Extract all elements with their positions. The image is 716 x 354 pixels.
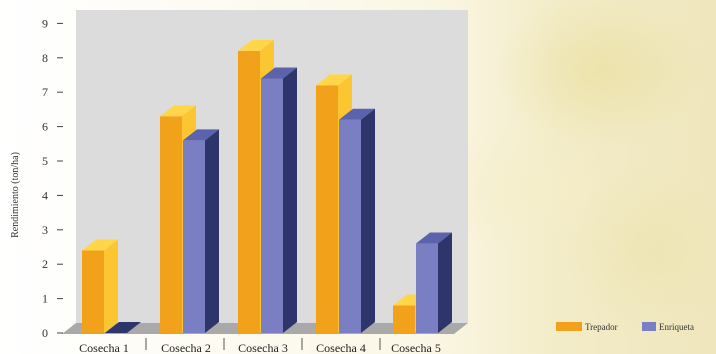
legend-swatch bbox=[556, 322, 582, 331]
legend-item-enriqueta: Enriqueta bbox=[642, 322, 694, 332]
x-tick-label: Cosecha 5 bbox=[391, 341, 441, 354]
legend: Trepador Enriqueta bbox=[556, 322, 694, 332]
y-tick-label: 4 bbox=[42, 188, 48, 202]
bar-enriqueta-2 bbox=[183, 129, 219, 333]
bar-front bbox=[261, 78, 283, 333]
bar-top bbox=[82, 239, 118, 251]
bars bbox=[82, 39, 452, 334]
x-axis: Cosecha 1 Cosecha 2 Cosecha 3 Cosecha 4 Cose… bbox=[79, 338, 441, 354]
bar-enriqueta-5 bbox=[416, 232, 452, 333]
bar-top bbox=[416, 232, 452, 244]
bar-side bbox=[104, 239, 118, 333]
bar-front bbox=[82, 250, 104, 333]
bar-top bbox=[316, 74, 352, 86]
bar-top bbox=[339, 108, 375, 120]
bar-front bbox=[393, 305, 415, 333]
y-tick-label: 5 bbox=[42, 154, 48, 168]
bar-top bbox=[261, 67, 297, 79]
bar-side bbox=[438, 232, 452, 333]
y-tick-label: 0 bbox=[42, 326, 48, 340]
y-tick-label: 9 bbox=[42, 16, 48, 30]
legend-label: Trepador bbox=[585, 322, 618, 332]
y-tick-label: 6 bbox=[42, 120, 48, 134]
x-tick-label: Cosecha 2 bbox=[161, 341, 211, 354]
y-axis: 0 1 2 3 4 5 6 7 8 9 bbox=[42, 16, 63, 340]
bar-top bbox=[183, 129, 219, 141]
x-tick-label: Cosecha 1 bbox=[79, 341, 129, 354]
bar-enriqueta-3 bbox=[261, 67, 297, 333]
bar-base bbox=[105, 322, 141, 333]
bar-enriqueta-1 bbox=[105, 322, 141, 333]
x-tick-label: Cosecha 3 bbox=[238, 341, 288, 354]
bar-front bbox=[339, 119, 361, 333]
bar-side bbox=[361, 108, 375, 333]
bar-side bbox=[205, 129, 219, 333]
legend-item-trepador: Trepador bbox=[556, 322, 618, 332]
bar-enriqueta-4 bbox=[339, 108, 375, 333]
y-tick-label: 8 bbox=[42, 51, 48, 65]
bar-top bbox=[238, 39, 274, 51]
bar-front bbox=[238, 50, 260, 334]
y-tick-label: 7 bbox=[42, 85, 48, 99]
y-tick-label: 1 bbox=[42, 292, 48, 306]
bar-top bbox=[160, 105, 196, 117]
legend-label: Enriqueta bbox=[659, 322, 694, 332]
legend-swatch bbox=[642, 322, 656, 331]
y-axis-label: Rendimiento (ton/ha) bbox=[10, 152, 21, 238]
bar-front bbox=[183, 140, 205, 333]
y-tick-label: 3 bbox=[42, 223, 48, 237]
bar-front bbox=[416, 243, 438, 333]
bar-front bbox=[316, 85, 338, 333]
bar-front bbox=[160, 116, 182, 333]
bar-side bbox=[283, 67, 297, 333]
bar-trepador-1 bbox=[82, 239, 118, 333]
y-tick-label: 2 bbox=[42, 257, 48, 271]
x-tick-label: Cosecha 4 bbox=[316, 341, 366, 354]
